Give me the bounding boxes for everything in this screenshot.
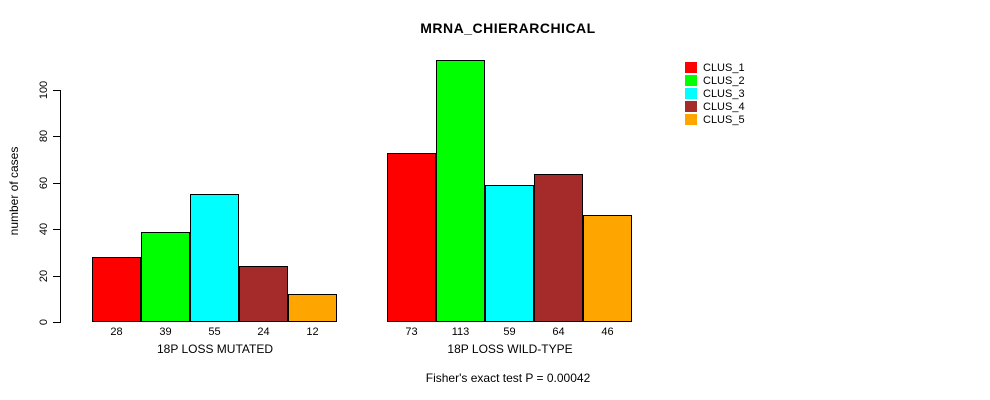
y-axis-tick-label: 100 bbox=[38, 80, 50, 100]
legend-color-swatch bbox=[685, 62, 697, 73]
legend-color-swatch bbox=[685, 88, 697, 99]
legend-item-label: CLUS_1 bbox=[703, 61, 745, 74]
y-axis-tick bbox=[53, 136, 60, 137]
legend-color-swatch bbox=[685, 114, 697, 125]
bar-value-label: 73 bbox=[405, 326, 418, 338]
legend-item-label: CLUS_4 bbox=[703, 100, 745, 113]
bar-value-label: 28 bbox=[110, 326, 123, 338]
bar-clus_5-mutated bbox=[288, 294, 337, 322]
legend-item: CLUS_2 bbox=[685, 74, 745, 87]
bar-value-label: 59 bbox=[503, 326, 516, 338]
legend-item: CLUS_1 bbox=[685, 61, 745, 74]
legend-item-label: CLUS_5 bbox=[703, 113, 745, 126]
legend-item: CLUS_4 bbox=[685, 100, 745, 113]
y-axis-tick bbox=[53, 322, 60, 323]
bar-value-label: 24 bbox=[257, 326, 270, 338]
bar-value-label: 39 bbox=[159, 326, 172, 338]
bar-value-label: 12 bbox=[306, 326, 319, 338]
bar-value-label: 55 bbox=[208, 326, 221, 338]
bar-clus_2-mutated bbox=[141, 232, 190, 322]
y-axis-tick-label: 20 bbox=[38, 269, 50, 283]
bar-clus_1-wild-type bbox=[387, 153, 436, 322]
y-axis-tick-label: 80 bbox=[38, 129, 50, 143]
x-group-label-mutated: 18P LOSS MUTATED bbox=[156, 342, 274, 356]
bar-clus_2-wild-type bbox=[436, 60, 485, 322]
bar-value-label: 64 bbox=[552, 326, 565, 338]
bar-value-label: 46 bbox=[601, 326, 614, 338]
bar-clus_3-mutated bbox=[190, 194, 239, 322]
legend-item: CLUS_5 bbox=[685, 113, 745, 126]
y-axis-line bbox=[60, 90, 61, 323]
y-axis-label: number of cases bbox=[7, 146, 21, 236]
y-axis-tick bbox=[53, 90, 60, 91]
legend-color-swatch bbox=[685, 101, 697, 112]
legend: CLUS_1 CLUS_2 CLUS_3 CLUS_4 CLUS_5 bbox=[685, 61, 745, 126]
legend-item-label: CLUS_3 bbox=[703, 87, 745, 100]
legend-color-swatch bbox=[685, 75, 697, 86]
y-axis-tick bbox=[53, 276, 60, 277]
y-axis-tick-label: 0 bbox=[38, 318, 50, 326]
bar-clus_5-wild-type bbox=[583, 215, 632, 322]
x-group-label-wild-type: 18P LOSS WILD-TYPE bbox=[447, 342, 573, 356]
bar-clus_4-mutated bbox=[239, 266, 288, 322]
bar-clus_3-wild-type bbox=[485, 185, 534, 322]
legend-item-label: CLUS_2 bbox=[703, 74, 745, 87]
y-axis-tick bbox=[53, 229, 60, 230]
y-axis-tick-label: 60 bbox=[38, 176, 50, 190]
y-axis-tick-label: 40 bbox=[38, 222, 50, 236]
bar-clus_1-mutated bbox=[92, 257, 141, 322]
y-axis-tick bbox=[53, 183, 60, 184]
chart-title: MRNA_CHIERARCHICAL bbox=[420, 20, 596, 36]
legend-item: CLUS_3 bbox=[685, 87, 745, 100]
bar-clus_4-wild-type bbox=[534, 174, 583, 322]
fisher-test-annotation: Fisher's exact test P = 0.00042 bbox=[425, 371, 591, 385]
bar-value-label: 113 bbox=[451, 326, 470, 338]
